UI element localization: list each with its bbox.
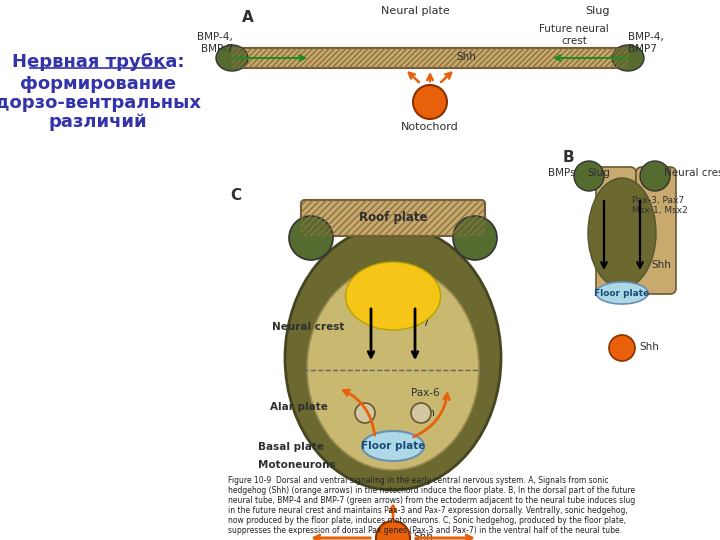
Ellipse shape: [362, 431, 424, 461]
Ellipse shape: [307, 266, 479, 470]
Text: in the future neural crest and maintains Pax-3 and Pax-7 expression dorsally. Ve: in the future neural crest and maintains…: [228, 506, 628, 515]
Text: Pax-3
Pax-7: Pax-3 Pax-7: [401, 306, 430, 328]
Text: Motoneurons: Motoneurons: [258, 460, 336, 470]
Ellipse shape: [588, 178, 656, 288]
FancyBboxPatch shape: [232, 48, 628, 68]
Text: Floor plate: Floor plate: [595, 288, 649, 298]
Ellipse shape: [596, 282, 648, 304]
FancyBboxPatch shape: [301, 200, 485, 236]
Circle shape: [413, 85, 447, 119]
Text: suppresses the expression of dorsal Pax genes (Pax-3 and Pax-7) in the ventral h: suppresses the expression of dorsal Pax …: [228, 526, 622, 535]
Text: Shh: Shh: [415, 408, 435, 418]
Text: Neural plate: Neural plate: [381, 6, 449, 16]
Text: Pax-3, Pax7
Msx-1, Msx2: Pax-3, Pax7 Msx-1, Msx2: [632, 195, 688, 215]
Ellipse shape: [346, 262, 441, 330]
Text: Shh: Shh: [413, 532, 433, 540]
Text: Future neural
crest: Future neural crest: [539, 24, 609, 46]
Circle shape: [453, 216, 497, 260]
Text: Slug: Slug: [586, 6, 611, 16]
Text: BMP-4,
BMP-7: BMP-4, BMP-7: [197, 32, 233, 54]
Text: Notochord: Notochord: [401, 122, 459, 132]
Text: Pax-6: Pax-6: [411, 388, 440, 398]
Text: BMPs: BMPs: [548, 168, 575, 178]
Text: Slug: Slug: [587, 168, 610, 178]
Text: Shh: Shh: [639, 342, 659, 352]
Circle shape: [640, 161, 670, 191]
Text: Нервная трубка:: Нервная трубка:: [12, 53, 184, 71]
Ellipse shape: [285, 226, 501, 490]
Text: Basal plate: Basal plate: [258, 442, 324, 452]
Circle shape: [376, 521, 410, 540]
Text: BMPs: BMPs: [316, 208, 343, 218]
Text: BMP-4,
BMP7: BMP-4, BMP7: [628, 32, 664, 54]
Text: A: A: [242, 10, 253, 25]
Ellipse shape: [612, 45, 644, 71]
Circle shape: [411, 403, 431, 423]
Circle shape: [609, 335, 635, 361]
Text: формирование: формирование: [20, 75, 176, 93]
Text: Neural crest: Neural crest: [664, 168, 720, 178]
Circle shape: [355, 403, 375, 423]
Text: Figure 10-9  Dorsal and ventral signaling in the early central nervous system. A: Figure 10-9 Dorsal and ventral signaling…: [228, 476, 608, 485]
Text: различий: различий: [49, 113, 148, 131]
Text: Slug: Slug: [408, 208, 431, 218]
Text: B: B: [563, 150, 575, 165]
Text: Neural crest: Neural crest: [272, 322, 344, 332]
Text: Floor plate: Floor plate: [361, 441, 426, 451]
FancyBboxPatch shape: [596, 167, 636, 294]
Ellipse shape: [216, 45, 248, 71]
Text: Roof plate: Roof plate: [359, 212, 427, 225]
FancyBboxPatch shape: [636, 167, 676, 294]
Text: Shh: Shh: [651, 260, 671, 270]
Text: Alar plate: Alar plate: [270, 402, 328, 412]
Text: C: C: [230, 188, 241, 203]
Circle shape: [574, 161, 604, 191]
Text: Shh: Shh: [456, 52, 476, 62]
Text: now produced by the floor plate, induces motoneurons. C, Sonic hedgehog, produce: now produced by the floor plate, induces…: [228, 516, 626, 525]
Text: дорзо-вентральных: дорзо-вентральных: [0, 94, 201, 112]
Text: neural tube, BMP-4 and BMP-7 (green arrows) from the ectoderm adjacent to the ne: neural tube, BMP-4 and BMP-7 (green arro…: [228, 496, 635, 505]
Text: hedgehog (Shh) (orange arrows) in the notochord induce the floor plate. B, In th: hedgehog (Shh) (orange arrows) in the no…: [228, 486, 635, 495]
Circle shape: [289, 216, 333, 260]
